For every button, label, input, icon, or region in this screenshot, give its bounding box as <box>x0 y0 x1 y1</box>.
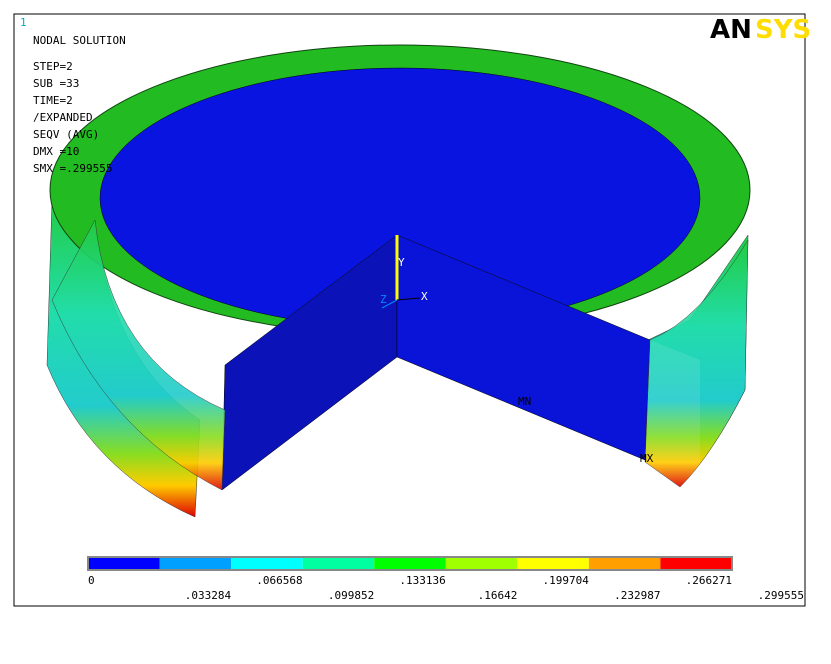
legend-swatch <box>88 557 160 570</box>
min-marker: MN <box>518 395 531 408</box>
legend-swatch <box>517 557 589 570</box>
axis-x: X <box>421 290 428 303</box>
logo-sys: SYS <box>755 15 811 45</box>
info-line: STEP=2 <box>33 60 73 73</box>
legend-label: .199704 <box>543 574 590 587</box>
legend-label: .033284 <box>185 589 232 602</box>
info-line: SUB =33 <box>33 77 79 90</box>
legend-label: .266271 <box>686 574 732 587</box>
info-line: TIME=2 <box>33 94 73 107</box>
info-line: /EXPANDED <box>33 111 93 124</box>
axis-y: Y <box>398 256 405 269</box>
legend-label: .066568 <box>256 574 302 587</box>
window-number: 1 <box>20 16 27 29</box>
legend-swatch <box>231 557 303 570</box>
legend-label: .099852 <box>328 589 374 602</box>
max-marker: MX <box>640 452 654 465</box>
info-line: NODAL SOLUTION <box>33 34 126 47</box>
legend-label: .232987 <box>614 589 660 602</box>
legend-swatch <box>445 557 518 570</box>
legend-label: 0 <box>88 574 95 587</box>
legend-swatch <box>302 557 375 570</box>
model <box>46 44 751 520</box>
legend-swatch <box>660 557 732 570</box>
axis-z: Z <box>380 293 387 306</box>
legend-swatch <box>159 557 232 570</box>
info-line: SMX =.299555 <box>33 162 112 175</box>
legend-swatch <box>588 557 661 570</box>
legend-label: .299555 <box>758 589 804 602</box>
info-line: SEQV (AVG) <box>33 128 99 141</box>
legend-label: .16642 <box>478 589 518 602</box>
logo-an: AN <box>710 15 752 45</box>
legend-swatch <box>374 557 446 570</box>
legend-label: .133136 <box>399 574 445 587</box>
legend-frame <box>87 556 733 571</box>
info-line: DMX =10 <box>33 145 79 158</box>
